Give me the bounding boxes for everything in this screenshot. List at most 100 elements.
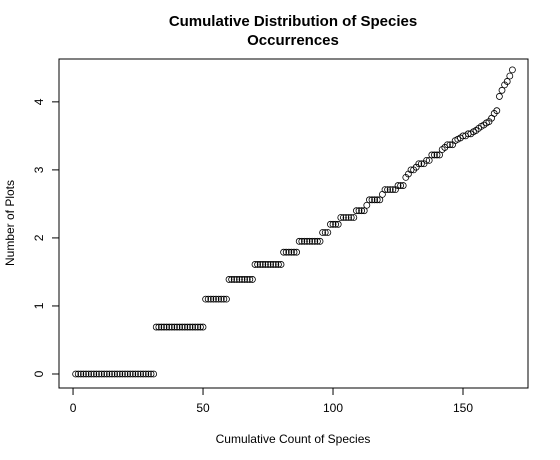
point [189,323,197,331]
point [116,370,124,378]
point [316,237,324,245]
point [186,323,194,331]
point [275,261,282,268]
point [431,151,438,159]
point [178,323,186,331]
point [87,370,95,378]
point [129,370,137,378]
point [394,182,402,189]
y-tick-label: 1 [32,302,46,309]
point [165,323,173,331]
point [233,276,241,283]
point [321,229,329,236]
y-tick-label: 2 [32,234,46,241]
point [280,248,288,256]
point [277,261,285,268]
point [121,370,129,378]
point [319,229,327,236]
point [137,370,145,378]
point [243,276,251,283]
point [428,151,436,159]
point [269,261,277,268]
point [72,370,80,378]
y-tick-label: 0 [32,370,46,377]
point [173,323,181,331]
point [423,156,431,164]
point [256,261,264,268]
point [77,370,85,378]
point [74,370,82,378]
point [503,78,511,85]
point [389,186,397,194]
point [342,214,350,221]
point [272,261,280,268]
point [139,370,147,378]
point [308,237,316,245]
point [371,196,379,204]
point [288,248,295,256]
point [191,323,199,331]
point [168,323,176,331]
point [373,196,381,204]
point [142,370,150,378]
point [415,160,423,168]
y-axis-label: Number of Plots [3,180,17,266]
point [103,370,111,378]
point [295,237,303,245]
point [264,261,272,268]
point [207,295,215,303]
point [311,237,319,245]
point [95,370,103,378]
point [197,323,204,331]
point [241,276,249,283]
plot-frame [58,58,529,389]
x-tick-label: 0 [70,401,77,415]
point [225,276,233,283]
point [228,276,236,283]
point [223,295,230,303]
point [259,261,267,268]
point [376,196,384,204]
point [303,237,311,245]
point [337,214,345,221]
point [293,248,301,256]
point [329,220,337,228]
point [444,141,451,149]
point [334,220,342,228]
point [212,295,220,303]
point [215,295,223,303]
point [113,370,121,378]
point [345,214,353,221]
point [160,323,168,331]
chart-title: Cumulative Distribution of Species [169,13,417,30]
point [194,323,202,331]
point [314,237,321,245]
point [210,295,217,303]
point [238,276,246,283]
point [90,370,98,378]
point [433,151,441,159]
point [249,276,256,283]
point [353,207,360,215]
point [407,166,415,174]
point [301,237,308,245]
point [202,295,210,303]
point [85,370,93,378]
y-tick-label: 4 [32,98,46,105]
point [381,186,389,194]
point [199,323,207,331]
point [384,186,392,194]
point [158,323,165,331]
point [340,214,347,221]
point [155,323,163,331]
x-tick-label: 100 [323,401,343,415]
point [254,261,262,268]
point [230,276,238,283]
point [397,182,405,189]
point [386,186,394,194]
point [418,160,425,168]
point [82,370,90,378]
y-tick-label: 3 [32,166,46,173]
point [509,66,516,74]
